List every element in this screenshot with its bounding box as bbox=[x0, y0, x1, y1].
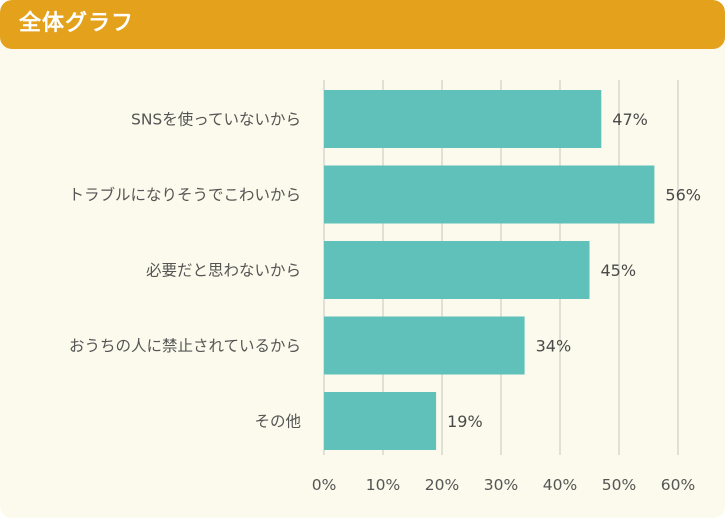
category-label: その他 bbox=[254, 413, 301, 431]
bar bbox=[324, 241, 590, 299]
x-tick-label: 0% bbox=[312, 476, 337, 494]
bar bbox=[324, 90, 602, 148]
value-label: 56% bbox=[665, 186, 701, 205]
value-label: 34% bbox=[536, 337, 572, 356]
category-label: トラブルになりそうでこわいから bbox=[68, 185, 301, 204]
bar bbox=[324, 392, 437, 450]
category-label: SNSを使っていないから bbox=[131, 111, 301, 129]
category-labels: SNSを使っていないからトラブルになりそうでこわいから必要だと思わないからおうち… bbox=[68, 111, 301, 431]
chart-header: 全体グラフ bbox=[0, 0, 725, 49]
x-axis-ticks: 0% 10% 20% 30% 40% 50% 60% bbox=[312, 476, 696, 494]
x-tick-label: 10% bbox=[366, 476, 400, 494]
chart-title: 全体グラフ bbox=[19, 11, 135, 36]
x-tick-label: 60% bbox=[661, 476, 695, 494]
value-label: 19% bbox=[447, 412, 483, 431]
category-label: おうちの人に禁止されているから bbox=[69, 337, 301, 355]
category-label: 必要だと思わないから bbox=[146, 262, 301, 280]
value-label: 47% bbox=[612, 110, 648, 129]
x-tick-label: 20% bbox=[425, 476, 459, 494]
x-tick-label: 40% bbox=[543, 476, 577, 494]
x-tick-label: 50% bbox=[602, 476, 636, 494]
value-labels: 47% 56% 45% 34% 19% bbox=[447, 110, 701, 431]
bars bbox=[324, 90, 655, 450]
x-tick-label: 30% bbox=[484, 476, 518, 494]
bar bbox=[324, 316, 525, 375]
value-label: 45% bbox=[601, 261, 637, 280]
bar bbox=[324, 165, 655, 224]
